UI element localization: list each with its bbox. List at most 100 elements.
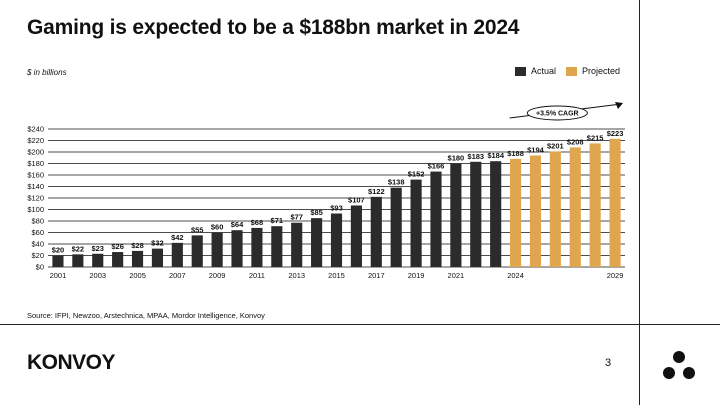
footer-divider	[0, 324, 720, 325]
bar	[92, 253, 104, 267]
data-label: $55	[191, 225, 204, 234]
legend-swatch-projected	[565, 66, 577, 76]
chart-legend: Actual Projected	[514, 66, 620, 76]
x-tick-label: 2013	[288, 271, 305, 280]
y-tick-label: $20	[31, 251, 44, 260]
data-label: $215	[587, 133, 604, 142]
data-label: $152	[408, 170, 425, 179]
bar	[171, 242, 183, 267]
bar	[390, 187, 402, 267]
bar	[271, 226, 283, 267]
bar	[330, 213, 343, 267]
x-tick-label: 2009	[209, 271, 226, 280]
y-tick-label: $180	[27, 159, 44, 168]
bar	[490, 161, 502, 267]
data-label: $20	[52, 246, 65, 255]
x-tick-label: 2024	[507, 271, 524, 280]
bar	[509, 158, 522, 267]
bar	[529, 155, 542, 267]
cagr-arrow-head	[615, 102, 624, 109]
legend-swatch-actual	[514, 66, 526, 76]
data-label: $188	[507, 149, 524, 158]
bar	[450, 163, 462, 267]
bar	[430, 171, 442, 267]
legend-label-actual: Actual	[530, 66, 556, 76]
x-tick-label: 2011	[249, 271, 265, 280]
y-tick-label: $220	[27, 136, 44, 145]
konvoy-logo: KONVOY	[27, 351, 116, 374]
data-label: $107	[348, 195, 365, 204]
data-label: $194	[527, 145, 545, 154]
data-label: $71	[271, 216, 284, 225]
side-divider	[639, 0, 640, 405]
bar	[569, 147, 581, 267]
bar	[131, 250, 144, 267]
bar	[549, 151, 561, 267]
x-tick-label: 2007	[169, 271, 186, 280]
bar	[72, 254, 84, 267]
bar	[231, 230, 243, 267]
y-tick-label: $60	[31, 228, 44, 237]
data-label: $122	[368, 187, 385, 196]
data-label: $60	[211, 223, 224, 232]
data-label: $180	[448, 154, 465, 163]
x-tick-label: 2015	[328, 271, 345, 280]
data-label: $77	[290, 213, 303, 222]
slide-title: Gaming is expected to be a $188bn market…	[27, 16, 520, 39]
data-label: $26	[111, 242, 124, 251]
bar	[470, 161, 482, 267]
y-tick-label: $40	[31, 240, 44, 249]
data-label: $138	[388, 178, 405, 187]
data-label: $22	[72, 244, 85, 253]
bar	[112, 252, 124, 267]
cagr-annotation: +3.5% CAGR	[536, 111, 579, 118]
y-tick-label: $140	[27, 182, 44, 191]
bar	[589, 143, 601, 267]
x-tick-label: 2003	[89, 271, 106, 280]
konvoy-triangle-dots-icon	[663, 351, 695, 379]
unit-note: $ in billions	[27, 68, 67, 77]
x-tick-label: 2017	[368, 271, 385, 280]
legend-item-actual: Actual	[514, 66, 556, 76]
data-label: $184	[487, 151, 505, 160]
y-tick-label: $80	[31, 217, 44, 226]
bar	[291, 222, 303, 267]
data-label: $201	[547, 141, 564, 150]
bar	[191, 235, 203, 267]
data-label: $208	[567, 137, 584, 146]
bar	[52, 255, 64, 267]
legend-label-projected: Projected	[581, 66, 620, 76]
y-tick-label: $160	[27, 171, 44, 180]
y-tick-label: $100	[27, 205, 44, 214]
bar	[311, 218, 323, 267]
bar	[410, 179, 422, 267]
data-label: $23	[91, 244, 104, 253]
bar-chart: $0 $20 $40 $60 $80 $100 $120 $140 $160 $180 $200 $2…	[27, 102, 625, 280]
source-note: Source: IFPI, Newzoo, Arstechnica, MPAA,…	[27, 311, 265, 320]
x-tick-label: 2019	[408, 271, 425, 280]
data-label: $42	[171, 233, 184, 242]
bar	[609, 138, 621, 267]
x-tick-label: 2005	[129, 271, 146, 280]
data-label: $223	[607, 129, 624, 138]
bar	[350, 205, 362, 267]
bar	[370, 196, 382, 267]
page-number: 3	[605, 357, 612, 369]
data-label: $32	[151, 239, 164, 248]
legend-item-projected: Projected	[565, 66, 620, 76]
y-tick-label: $240	[27, 125, 44, 134]
data-label: $68	[251, 218, 264, 227]
data-label: $85	[310, 208, 323, 217]
y-tick-label: $200	[27, 148, 44, 157]
x-tick-label: 2001	[50, 271, 67, 280]
data-label: $93	[330, 204, 343, 213]
bar	[251, 227, 263, 267]
cagr-badge	[526, 105, 588, 121]
data-label: $183	[467, 152, 484, 161]
data-label: $64	[231, 220, 244, 229]
data-label: $28	[131, 241, 144, 250]
bar	[211, 232, 223, 267]
x-tick-label: 2029	[607, 271, 624, 280]
x-tick-label: 2021	[448, 271, 465, 280]
y-tick-label: $0	[36, 263, 44, 272]
